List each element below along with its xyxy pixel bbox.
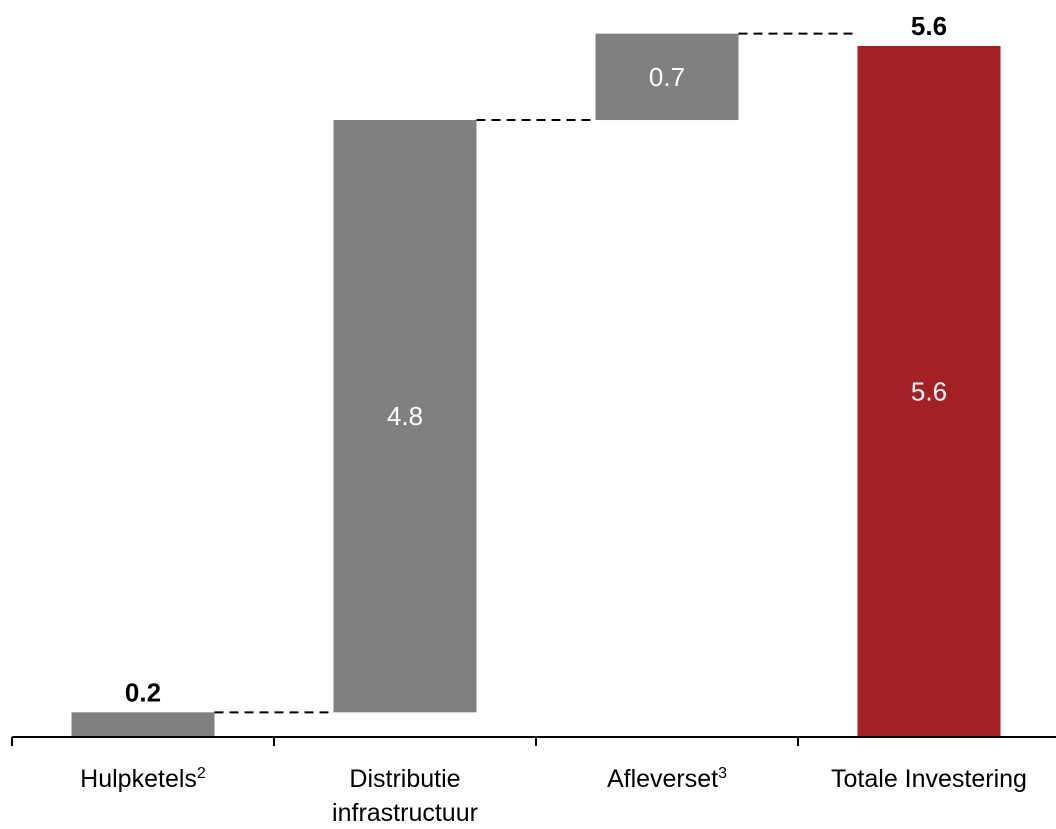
- bar-3: [595, 33, 739, 121]
- x-tick-label-1: Hulpketels2: [80, 765, 206, 793]
- bar-2: [333, 120, 477, 713]
- bar-4: [857, 46, 1001, 737]
- bar-value-label-3: 0.7: [649, 62, 685, 92]
- bar-value-label-4: 5.6: [911, 377, 947, 407]
- x-tick-label-4: Totale Investering: [831, 765, 1027, 793]
- bar-top-label-1: 0.2: [125, 677, 161, 707]
- x-tick-label-3: Afleverset3: [607, 765, 727, 793]
- x-tick-label-2: Distributie infrastructuur: [332, 765, 478, 827]
- bar-value-label-2: 4.8: [387, 401, 423, 431]
- bar-top-label-4: 5.6: [911, 11, 947, 41]
- bar-1: [71, 712, 215, 737]
